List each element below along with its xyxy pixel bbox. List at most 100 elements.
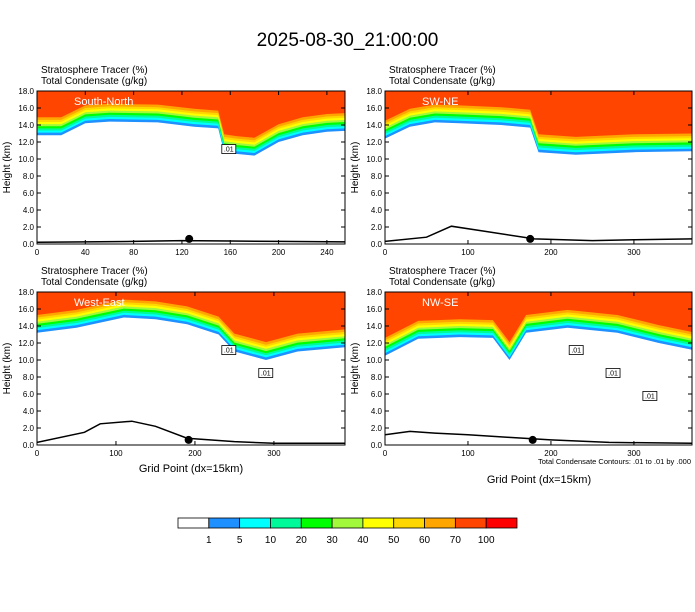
y-tick-label: 10.0 <box>366 356 382 365</box>
plot-area: .01 <box>37 91 345 244</box>
plot-frame <box>384 90 693 245</box>
x-tick-label: 300 <box>627 449 641 458</box>
y-tick-label: 6.0 <box>371 189 383 198</box>
y-tick-label: 18.0 <box>18 87 34 96</box>
y-tick-label: 12.0 <box>366 339 382 348</box>
y-tick-label: 4.0 <box>23 407 35 416</box>
colorbar-swatch <box>331 517 364 529</box>
y-tick-label: 8.0 <box>23 373 35 382</box>
colorbar-swatch <box>485 517 518 529</box>
panel-header-tracer: Stratosphere Tracer (%) <box>41 65 148 76</box>
plot-frame <box>36 90 346 245</box>
panel-header-condensate: Total Condensate (g/kg) <box>389 277 495 288</box>
panel-nw-se: .01 .01 .01 0.0 2.0 4.0 6.0 8.0 10.0 12.0 14.0 16.0… <box>350 266 693 458</box>
tracer-band-9 <box>385 292 692 343</box>
plot-area <box>385 91 692 243</box>
y-tick-label: 12.0 <box>366 138 382 147</box>
colorbar-label: 5 <box>237 535 243 546</box>
y-tick-label: 0.0 <box>23 441 35 450</box>
y-tick-label: 18.0 <box>18 288 34 297</box>
y-tick-label: 18.0 <box>366 288 382 297</box>
contour-label-box <box>258 368 274 378</box>
y-tick-label: 2.0 <box>371 424 383 433</box>
x-tick-label: 200 <box>188 449 202 458</box>
panel-label: West-East <box>74 297 125 309</box>
panel-header-condensate: Total Condensate (g/kg) <box>41 76 147 87</box>
colorbar-label: 60 <box>419 535 431 546</box>
colorbar-swatch <box>424 517 456 529</box>
site-marker <box>526 234 535 243</box>
contour-label-box <box>221 345 237 355</box>
y-tick-label: 8.0 <box>371 172 383 181</box>
y-tick-label: 6.0 <box>371 390 383 399</box>
y-axis-label: Height (km) <box>2 343 13 395</box>
colorbar-label: 1 <box>206 535 212 546</box>
colorbar-swatch <box>177 517 210 529</box>
contour-label: .01 <box>224 348 234 355</box>
x-tick-label: 300 <box>267 449 281 458</box>
x-axis-label: Grid Point (dx=15km) <box>487 474 591 486</box>
site-marker <box>184 435 193 444</box>
colorbar-label: 40 <box>357 535 369 546</box>
colorbar-label: 100 <box>478 535 495 546</box>
colorbar-label: 10 <box>265 535 277 546</box>
y-tick-label: 14.0 <box>366 322 382 331</box>
panel-label: NW-SE <box>422 297 458 309</box>
x-tick-label: 0 <box>383 449 388 458</box>
y-tick-label: 2.0 <box>371 223 383 232</box>
x-tick-label: 200 <box>272 248 286 257</box>
y-tick-label: 8.0 <box>23 172 35 181</box>
y-tick-label: 0.0 <box>371 441 383 450</box>
y-tick-label: 10.0 <box>18 155 34 164</box>
y-tick-label: 6.0 <box>23 390 35 399</box>
tracer-band-9 <box>37 91 345 138</box>
y-tick-label: 14.0 <box>18 121 34 130</box>
x-tick-label: 300 <box>627 248 641 257</box>
y-tick-label: 2.0 <box>23 424 35 433</box>
colorbar-label: 30 <box>327 535 339 546</box>
y-tick-label: 4.0 <box>371 206 383 215</box>
y-tick-label: 0.0 <box>23 240 35 249</box>
x-tick-label: 240 <box>320 248 334 257</box>
x-tick-label: 160 <box>224 248 238 257</box>
contour-label: .01 <box>571 348 581 355</box>
y-tick-label: 16.0 <box>366 305 382 314</box>
y-tick-label: 14.0 <box>18 322 34 331</box>
y-tick-label: 16.0 <box>366 104 382 113</box>
y-tick-label: 6.0 <box>23 189 35 198</box>
x-tick-label: 100 <box>109 449 123 458</box>
x-tick-label: 100 <box>461 248 475 257</box>
y-tick-label: 2.0 <box>23 223 35 232</box>
y-tick-label: 18.0 <box>366 87 382 96</box>
tracer-band-9 <box>37 292 345 343</box>
plot-area: .01 .01 <box>37 292 345 445</box>
terrain-line <box>37 420 345 445</box>
x-tick-label: 80 <box>129 248 138 257</box>
contour-label-box <box>642 391 658 401</box>
x-tick-label: 100 <box>461 449 475 458</box>
plot-area: .01 .01 .01 <box>385 292 692 445</box>
y-tick-label: 16.0 <box>18 104 34 113</box>
x-tick-label: 0 <box>383 248 388 257</box>
contour-label: .01 <box>645 393 655 400</box>
panel-sw-ne: 0.0 2.0 4.0 6.0 8.0 10.0 12.0 14.0 16.0 18.0 0 100 2… <box>350 65 693 257</box>
y-tick-label: 4.0 <box>371 407 383 416</box>
x-tick-label: 200 <box>544 248 558 257</box>
panel-label: SW-NE <box>422 96 458 108</box>
contour-label: .01 <box>261 371 271 378</box>
x-tick-label: 200 <box>544 449 558 458</box>
y-tick-label: 10.0 <box>366 155 382 164</box>
y-tick-label: 0.0 <box>371 240 383 249</box>
colorbar-label: 70 <box>450 535 462 546</box>
contour-label: .01 <box>224 147 234 154</box>
x-tick-label: 0 <box>35 248 40 257</box>
y-tick-label: 4.0 <box>23 206 35 215</box>
x-tick-label: 40 <box>81 248 90 257</box>
x-axis-label: Grid Point (dx=15km) <box>139 463 243 475</box>
panel-south-north: .01 0.0 2.0 4.0 6.0 8.0 10.0 12.0 14.0 16.0 18.0 0 4… <box>2 65 346 257</box>
panel-header-tracer: Stratosphere Tracer (%) <box>389 266 496 277</box>
y-tick-label: 12.0 <box>18 138 34 147</box>
site-marker <box>528 435 537 444</box>
plot-frame <box>384 291 693 446</box>
